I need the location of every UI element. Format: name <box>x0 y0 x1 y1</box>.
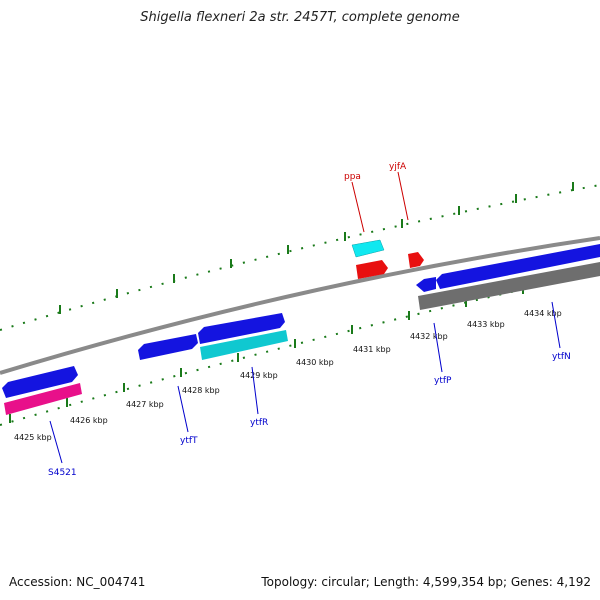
tick-label-4426: 4426 kbp <box>70 416 108 425</box>
gene-ppa[interactable] <box>351 239 385 258</box>
tick-label-4433: 4433 kbp <box>467 320 505 329</box>
upper-tick-ring <box>0 184 600 331</box>
gene-S4521-forward[interactable] <box>2 366 78 398</box>
gene-gray-block[interactable] <box>418 262 600 310</box>
accession-text: Accession: NC_004741 <box>9 575 146 589</box>
tick-labels: 4425 kbp 4426 kbp 4427 kbp 4428 kbp 4429… <box>14 309 562 442</box>
label-ytfT: ytfT <box>180 436 198 446</box>
gene-ytfR-forward[interactable] <box>198 313 285 344</box>
tick-label-4432: 4432 kbp <box>410 332 448 341</box>
label-ppa: ppa <box>344 172 361 182</box>
tick-label-4428: 4428 kbp <box>182 386 220 395</box>
label-ytfP: ytfP <box>434 376 452 386</box>
gene-leader-lines <box>49 171 561 464</box>
label-ytfR: ytfR <box>250 418 268 428</box>
gene-ytfR[interactable] <box>200 330 288 360</box>
gene-labels: S4521 ytfT ytfR ytfP ytfN ppa yjfA <box>48 162 571 478</box>
tick-label-4429: 4429 kbp <box>240 371 278 380</box>
genome-backbone <box>0 236 600 375</box>
major-ticks <box>9 285 524 423</box>
upper-major-ticks <box>59 182 574 314</box>
gene-ppa-red[interactable] <box>356 260 388 279</box>
gene-ytfT[interactable] <box>138 334 198 360</box>
tick-label-4431: 4431 kbp <box>353 345 391 354</box>
genome-summary-text: Topology: circular; Length: 4,599,354 bp… <box>261 575 591 589</box>
label-yjfA: yjfA <box>389 162 407 172</box>
tick-label-4430: 4430 kbp <box>296 358 334 367</box>
map-title: Shigella flexneri 2a str. 2457T, complet… <box>140 10 460 25</box>
tick-label-4434: 4434 kbp <box>524 309 562 318</box>
label-ytfN: ytfN <box>552 352 571 362</box>
gene-ytfN[interactable] <box>436 244 600 289</box>
gene-S4521[interactable] <box>4 383 82 415</box>
gene-ytfP[interactable] <box>416 277 436 292</box>
gene-yjfA[interactable] <box>408 252 424 268</box>
tick-label-4425: 4425 kbp <box>14 433 52 442</box>
label-S4521: S4521 <box>48 468 77 478</box>
tick-label-4427: 4427 kbp <box>126 400 164 409</box>
